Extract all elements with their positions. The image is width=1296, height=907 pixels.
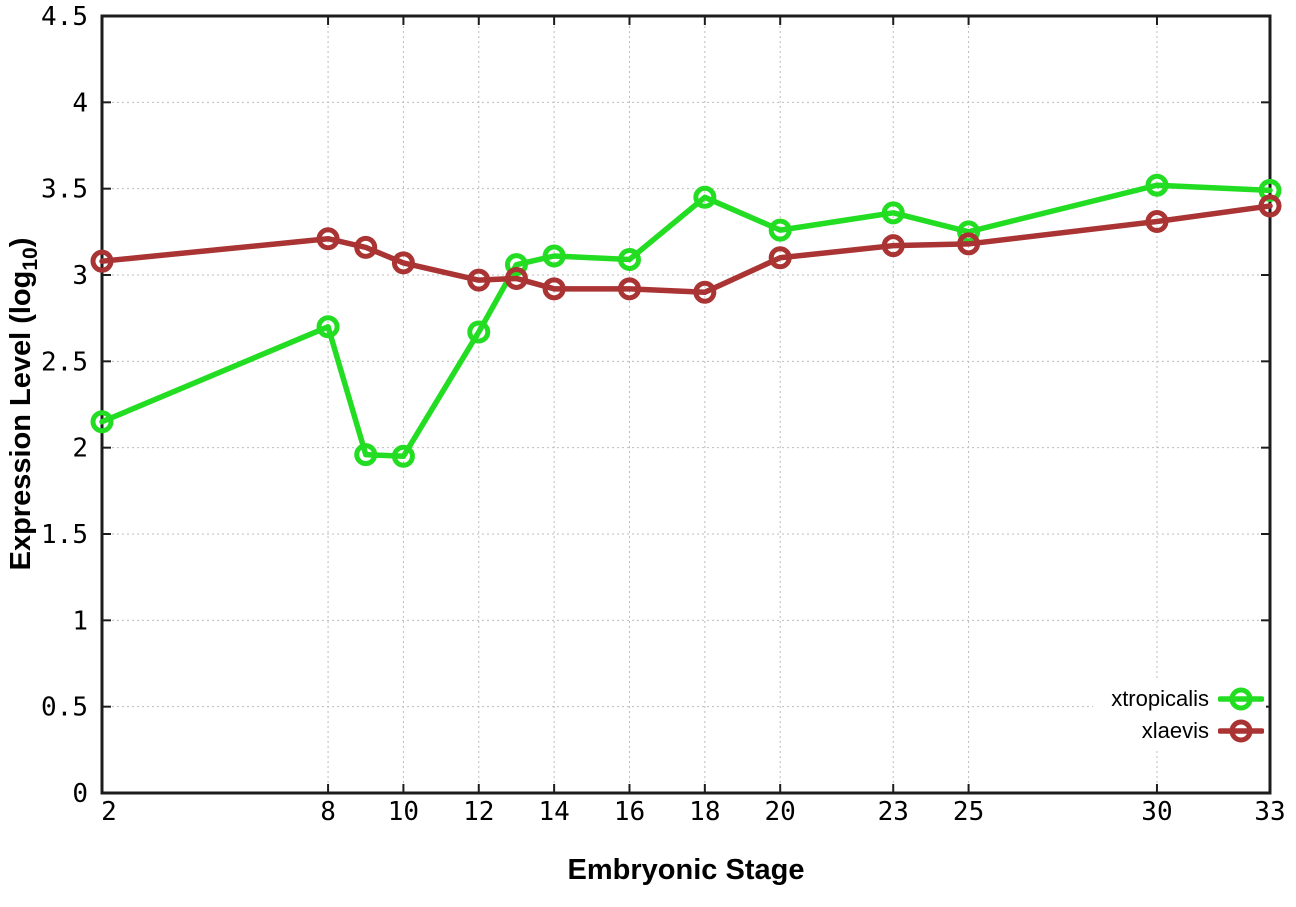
series-point-xlaevis	[1258, 194, 1282, 218]
series-point-xlaevis	[542, 277, 566, 301]
series-point-xlaevis	[354, 235, 378, 259]
series-point-xtropicalis	[467, 320, 491, 344]
x-axis-label: Embryonic Stage	[568, 854, 805, 886]
y-tick-label: 3.5	[41, 175, 88, 205]
x-tick-label: 14	[538, 797, 569, 827]
series-line-xlaevis	[99, 203, 1273, 296]
y-tick-label: 0.5	[41, 693, 88, 723]
x-tick-label: 25	[953, 797, 984, 827]
series-point-xtropicalis	[316, 315, 340, 339]
legend-sample-line-icon	[1218, 686, 1264, 712]
series-point-xtropicalis	[90, 410, 114, 434]
series-point-xtropicalis	[617, 247, 641, 271]
y-tick-label: 2.5	[41, 347, 88, 377]
series-point-xlaevis	[881, 234, 905, 258]
legend-label-xtropicalis: xtropicalis	[1111, 686, 1209, 711]
x-tick-label: 10	[388, 797, 419, 827]
series-point-xlaevis	[467, 268, 491, 292]
x-tick-label: 12	[463, 797, 494, 827]
plot-border	[100, 14, 1272, 795]
series-point-xlaevis	[316, 227, 340, 251]
x-tick-label: 18	[689, 797, 720, 827]
x-tick-label: 23	[878, 797, 909, 827]
series-point-xtropicalis	[504, 253, 528, 277]
x-tick-label: 33	[1254, 797, 1285, 827]
y-tick-label: 1	[72, 606, 88, 636]
y-tick-label: 4.5	[41, 2, 88, 32]
series-point-xlaevis	[504, 266, 528, 290]
series-point-xtropicalis	[768, 218, 792, 242]
series-point-xtropicalis	[1145, 173, 1169, 197]
y-tick-label: 4	[72, 88, 88, 118]
series-point-xtropicalis	[542, 244, 566, 268]
series-point-xlaevis	[768, 246, 792, 270]
x-tick-label: 8	[320, 797, 336, 827]
series-point-xtropicalis	[693, 185, 717, 209]
series-point-xtropicalis	[881, 201, 905, 225]
y-tick-label: 1.5	[41, 520, 88, 550]
series-point-xtropicalis	[957, 220, 981, 244]
series-point-xlaevis	[1145, 209, 1169, 233]
legend-sample-line-icon	[1218, 718, 1264, 744]
x-tick-label: 16	[614, 797, 645, 827]
y-axis-label: Expression Level (log10)	[5, 238, 42, 571]
x-tick-label: 2	[101, 797, 117, 827]
series-point-xtropicalis	[391, 444, 415, 468]
legend-item-xlaevis: xlaevis	[1111, 715, 1264, 747]
legend-label-xlaevis: xlaevis	[1141, 718, 1209, 743]
y-tick-label: 3	[72, 261, 88, 291]
series-point-xlaevis	[617, 277, 641, 301]
y-tick-label: 2	[72, 434, 88, 464]
series-point-xlaevis	[391, 251, 415, 275]
y-tick-label: 0	[72, 779, 88, 809]
x-tick-label: 30	[1141, 797, 1172, 827]
series-line-xtropicalis	[99, 182, 1273, 460]
x-tick-label: 20	[765, 797, 796, 827]
series-point-xlaevis	[957, 232, 981, 256]
legend: xtropicalis xlaevis	[1093, 681, 1266, 749]
series-point-xlaevis	[693, 280, 717, 304]
legend-item-xtropicalis: xtropicalis	[1111, 683, 1264, 715]
series-point-xtropicalis	[354, 443, 378, 467]
series-point-xlaevis	[90, 249, 114, 273]
